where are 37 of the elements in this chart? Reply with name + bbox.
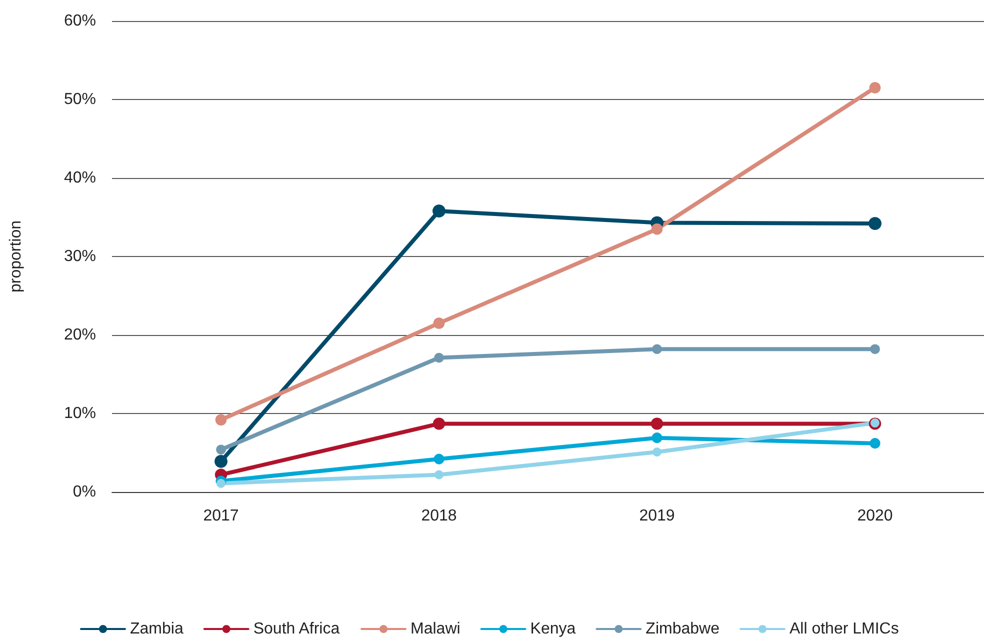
- point: [216, 478, 226, 488]
- point: [214, 454, 228, 468]
- point: [870, 344, 880, 354]
- point: [870, 438, 880, 449]
- y-tick-label: 40%: [64, 170, 96, 186]
- legend-label: Zimbabwe: [646, 620, 720, 638]
- point: [432, 204, 446, 218]
- point: [432, 418, 446, 430]
- x-tick-label: 2018: [421, 508, 457, 524]
- point: [215, 414, 227, 426]
- point: [434, 352, 444, 363]
- point: [650, 418, 664, 430]
- legend-label: All other LMICs: [789, 620, 899, 638]
- y-tick-label: 20%: [64, 326, 96, 344]
- x-tick-label: 2019: [639, 508, 675, 524]
- x-tick-label: 2020: [857, 508, 893, 524]
- y-tick-label: 30%: [64, 248, 96, 265]
- y-tick-label: 0%: [72, 484, 96, 500]
- legend-label: Malawi: [410, 620, 460, 638]
- x-tick-label: 2017: [203, 508, 239, 524]
- point: [651, 223, 663, 235]
- point: [434, 454, 444, 464]
- legend-label: South Africa: [253, 620, 340, 638]
- legend-label: Zambia: [130, 620, 184, 638]
- point: [434, 470, 444, 480]
- point: [216, 444, 226, 455]
- point: [433, 318, 445, 329]
- point: [652, 432, 662, 444]
- point: [652, 447, 662, 456]
- point: [868, 217, 882, 230]
- point: [652, 344, 662, 354]
- y-tick-label: 10%: [64, 405, 96, 422]
- y-tick-label: 50%: [64, 91, 96, 108]
- y-axis-title: proportion: [8, 220, 24, 293]
- y-tick-label: 60%: [64, 12, 96, 30]
- legend-label: Kenya: [530, 620, 576, 638]
- point: [869, 82, 881, 94]
